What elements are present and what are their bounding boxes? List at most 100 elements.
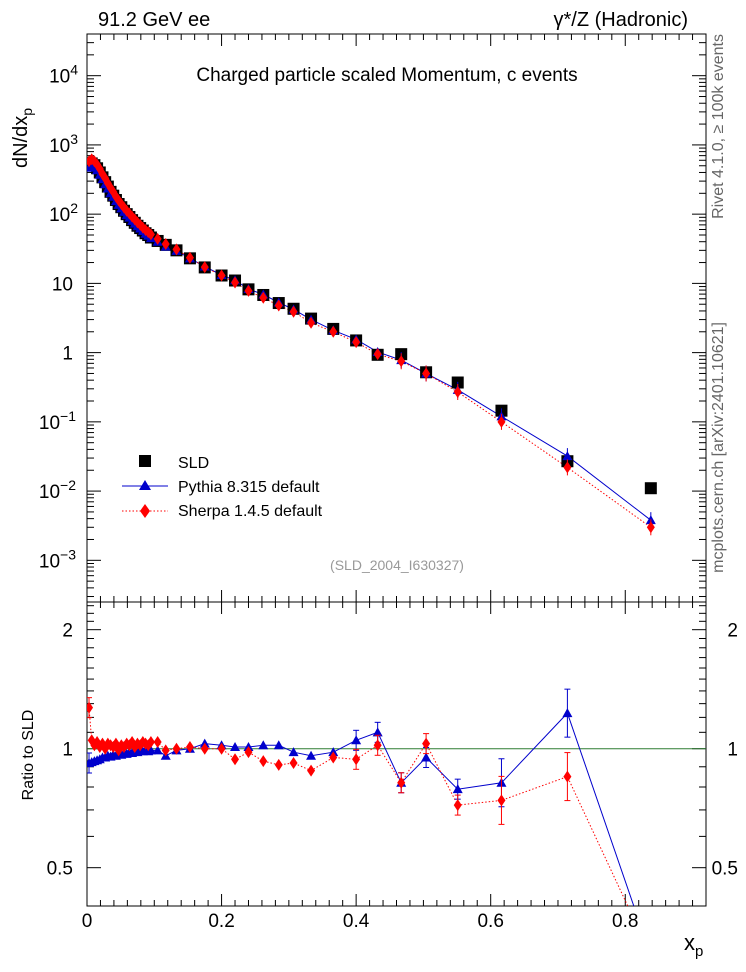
ratio-point-sherpa <box>563 770 572 783</box>
analysis-tag: (SLD_2004_I630327) <box>330 557 464 573</box>
data-point-sld <box>644 482 657 495</box>
x-tick-label: 0.4 <box>343 911 370 932</box>
ratio-point-sherpa <box>289 757 298 770</box>
ratio-point-pythia <box>273 740 284 750</box>
legend-label-sld: SLD <box>178 455 209 472</box>
data-point-sherpa <box>244 284 253 297</box>
data-point-sherpa <box>307 316 316 329</box>
x-tick-label: 0.2 <box>208 911 234 932</box>
y-tick-label: 10 <box>52 274 73 295</box>
ratio-tick-label: 1 <box>62 740 73 761</box>
legend-label-sherpa: Sherpa 1.4.5 default <box>178 503 323 520</box>
ratio-point-sherpa <box>397 776 406 789</box>
ratio-point-sherpa <box>352 753 361 766</box>
ratio-point-sherpa <box>453 799 462 812</box>
ratio-point-sherpa <box>647 949 655 961</box>
ratio-point-sherpa <box>172 742 181 755</box>
ratio-tick-label-right: 1 <box>727 740 738 761</box>
ratio-panel-series <box>87 688 655 961</box>
ratio-line-sherpa <box>88 707 629 906</box>
data-point-sherpa <box>217 269 226 282</box>
legend-marker-sld <box>139 455 151 467</box>
data-point-sherpa <box>497 415 506 428</box>
ratio-tick-label: 0.5 <box>47 859 73 880</box>
data-point-sherpa <box>397 355 406 368</box>
data-point-sherpa <box>146 228 155 241</box>
ratio-point-pythia <box>258 740 269 750</box>
y-tick-label: 104 <box>49 62 78 88</box>
mcplots-source-label: mcplots.cern.ch [arXiv:2401.10621] <box>710 322 727 573</box>
x-tick-label: 0.6 <box>477 911 503 932</box>
rivet-version-label: Rivet 4.1.0, ≥ 100k events <box>710 34 727 219</box>
y-axis-label: dN/dxp <box>10 108 35 168</box>
ratio-point-pythia <box>562 708 573 718</box>
legend: SLD Pythia 8.315 default Sherpa 1.4.5 de… <box>122 455 323 520</box>
data-point-pythia <box>562 451 573 461</box>
legend-marker-sherpa <box>140 504 150 518</box>
y-tick-label: 10−2 <box>39 477 76 503</box>
ratio-point-sherpa <box>307 764 316 777</box>
data-point-sherpa <box>231 276 240 289</box>
data-point-sherpa <box>646 521 655 534</box>
y-tick-label: 102 <box>49 200 78 226</box>
ratio-point-sherpa <box>153 735 162 748</box>
ratio-point-sherpa <box>373 739 382 752</box>
ratio-point-sherpa <box>87 701 94 714</box>
data-point-sherpa <box>422 367 431 380</box>
main-panel-series <box>87 153 657 536</box>
x-axis-label: xp <box>684 930 703 960</box>
ratio-point-sherpa <box>161 744 170 757</box>
chart-title: Charged particle scaled Momentum, c even… <box>196 65 577 86</box>
ratio-point-sherpa <box>200 742 209 755</box>
x-tick-label: 0.8 <box>612 911 638 932</box>
y-tick-label: 1 <box>62 344 73 365</box>
data-point-sherpa <box>259 291 268 304</box>
axes-layer: 0 0.2 0.4 0.6 0.810410310210110−110−210−30.5… <box>39 33 738 932</box>
data-point-sherpa <box>352 336 361 349</box>
ratio-point-pythia <box>230 741 241 751</box>
ratio-point-sherpa <box>259 755 268 768</box>
data-point-sherpa <box>329 325 338 338</box>
series-line-sherpa <box>88 158 652 528</box>
ratio-point-pythia <box>152 745 163 755</box>
data-point-sherpa <box>200 261 209 274</box>
ratio-point-sherpa <box>329 751 338 764</box>
legend-marker-pythia <box>139 480 151 490</box>
data-point-sherpa <box>373 348 382 361</box>
ratio-point-pythia <box>288 747 299 757</box>
ratio-point-sherpa <box>231 753 240 766</box>
data-point-sherpa <box>185 251 194 264</box>
data-point-sherpa <box>274 299 283 312</box>
ratio-point-sherpa <box>244 746 253 759</box>
data-point-sherpa <box>453 385 462 398</box>
ratio-point-sherpa <box>146 735 155 748</box>
ratio-point-pythia <box>452 784 463 794</box>
data-point-sherpa <box>153 232 162 245</box>
data-point-sherpa <box>563 461 572 474</box>
ratio-tick-label-right: 0.5 <box>712 859 738 880</box>
ratio-point-pythia <box>351 735 362 745</box>
data-point-sherpa <box>122 204 131 217</box>
data-point-sherpa <box>289 305 298 318</box>
ratio-tick-label: 2 <box>62 621 73 642</box>
header-left: 91.2 GeV ee <box>98 9 210 31</box>
ratio-point-sherpa <box>497 794 506 807</box>
series-layer <box>87 153 657 961</box>
ratio-point-sherpa <box>217 742 226 755</box>
x-tick-label: 0 <box>82 911 93 932</box>
ratio-point-pythia <box>421 752 432 762</box>
y-tick-label: 103 <box>49 131 78 157</box>
ratio-point-sherpa <box>274 758 283 771</box>
y-tick-label: 10−3 <box>39 546 76 572</box>
legend-label-pythia: Pythia 8.315 default <box>178 479 320 496</box>
header-right: γ*/Z (Hadronic) <box>554 9 688 31</box>
data-point-sherpa <box>172 243 181 256</box>
ratio-point-pythia <box>145 745 156 755</box>
y-tick-label: 10−1 <box>39 408 76 434</box>
ratio-y-axis-label: Ratio to SLD <box>20 710 37 801</box>
data-point-sherpa <box>161 238 170 251</box>
ratio-point-pythia <box>306 750 317 760</box>
ratio-point-pythia <box>372 727 383 737</box>
ratio-point-sherpa <box>422 737 431 750</box>
